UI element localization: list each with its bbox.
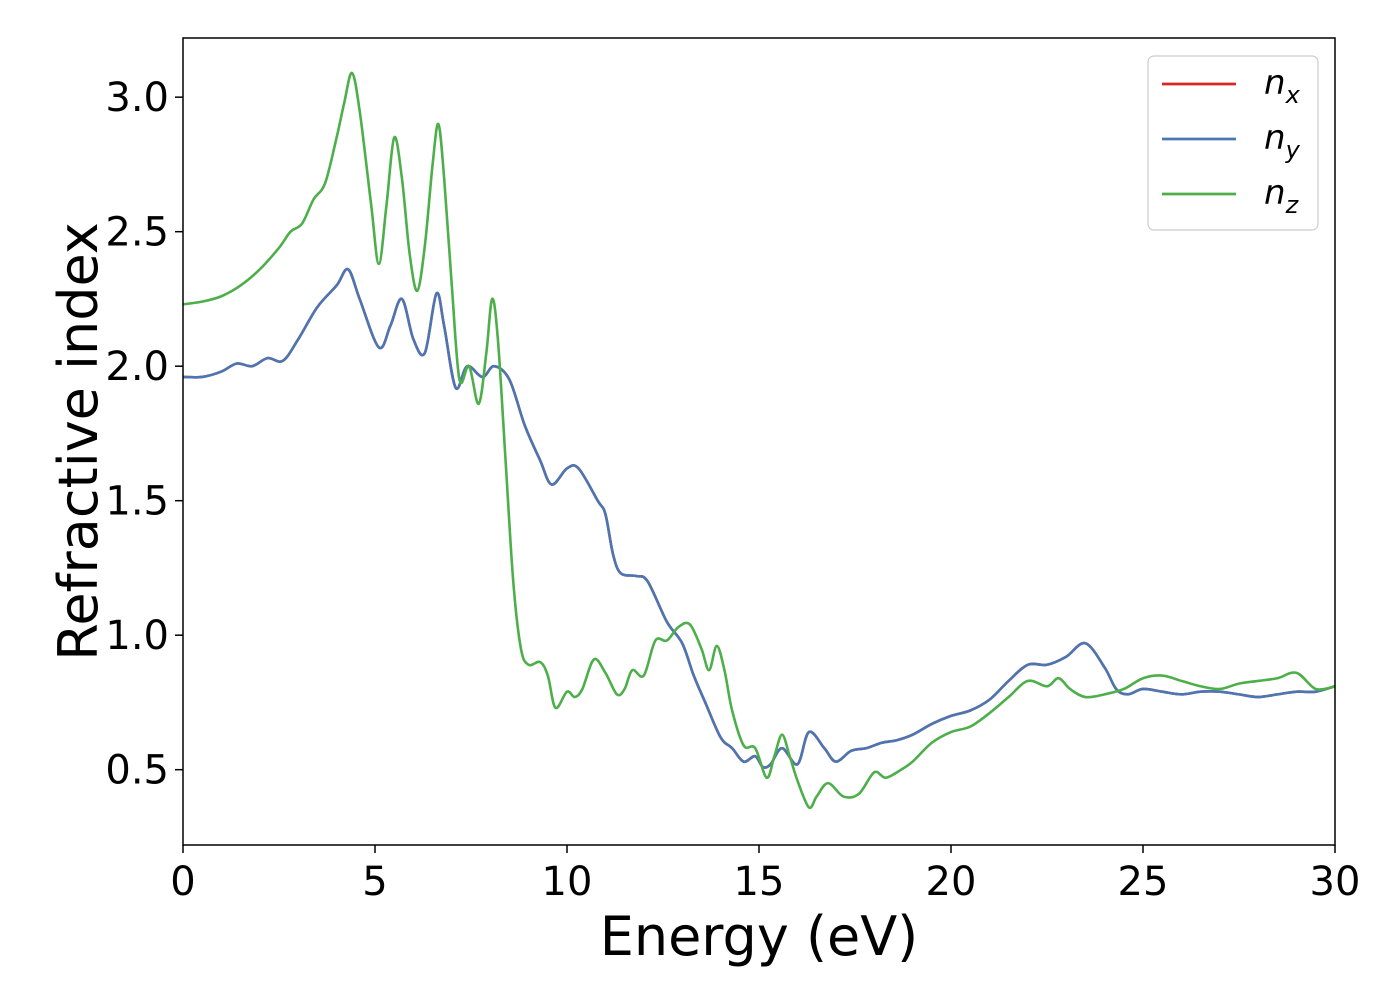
- y-axis-title: Refractive index: [47, 222, 110, 661]
- legend-label-ny: ny: [1264, 118, 1301, 164]
- series-line-ny: [183, 267, 1335, 769]
- y-tick-label: 1.0: [105, 613, 169, 659]
- y-tick-label: 3.0: [105, 75, 169, 121]
- series-layer: [183, 71, 1335, 810]
- y-tick-label: 0.5: [105, 748, 169, 794]
- x-tick-label: 25: [1118, 859, 1169, 905]
- y-tick-label: 2.0: [105, 344, 169, 390]
- x-axis-title: Energy (eV): [600, 905, 919, 968]
- x-tick-label: 0: [170, 859, 195, 905]
- legend-box: [1147, 55, 1319, 231]
- series-line-nz: [183, 71, 1335, 810]
- ticks-layer: 0 5 10 15 20 25 30 0.5 1.0 1.5 2.0 2.5 3.0: [105, 75, 1360, 905]
- x-tick-label: 15: [734, 859, 785, 905]
- legend-label-nx: nx: [1264, 63, 1301, 109]
- y-tick-label: 2.5: [105, 210, 169, 256]
- y-tick-label: 1.5: [105, 479, 169, 525]
- legend: nx ny nz: [1147, 55, 1319, 231]
- x-tick-label: 20: [926, 859, 977, 905]
- x-tick-label: 10: [542, 859, 593, 905]
- x-tick-label: 5: [362, 859, 387, 905]
- legend-label-nz: nz: [1264, 173, 1300, 219]
- x-tick-label: 30: [1310, 859, 1361, 905]
